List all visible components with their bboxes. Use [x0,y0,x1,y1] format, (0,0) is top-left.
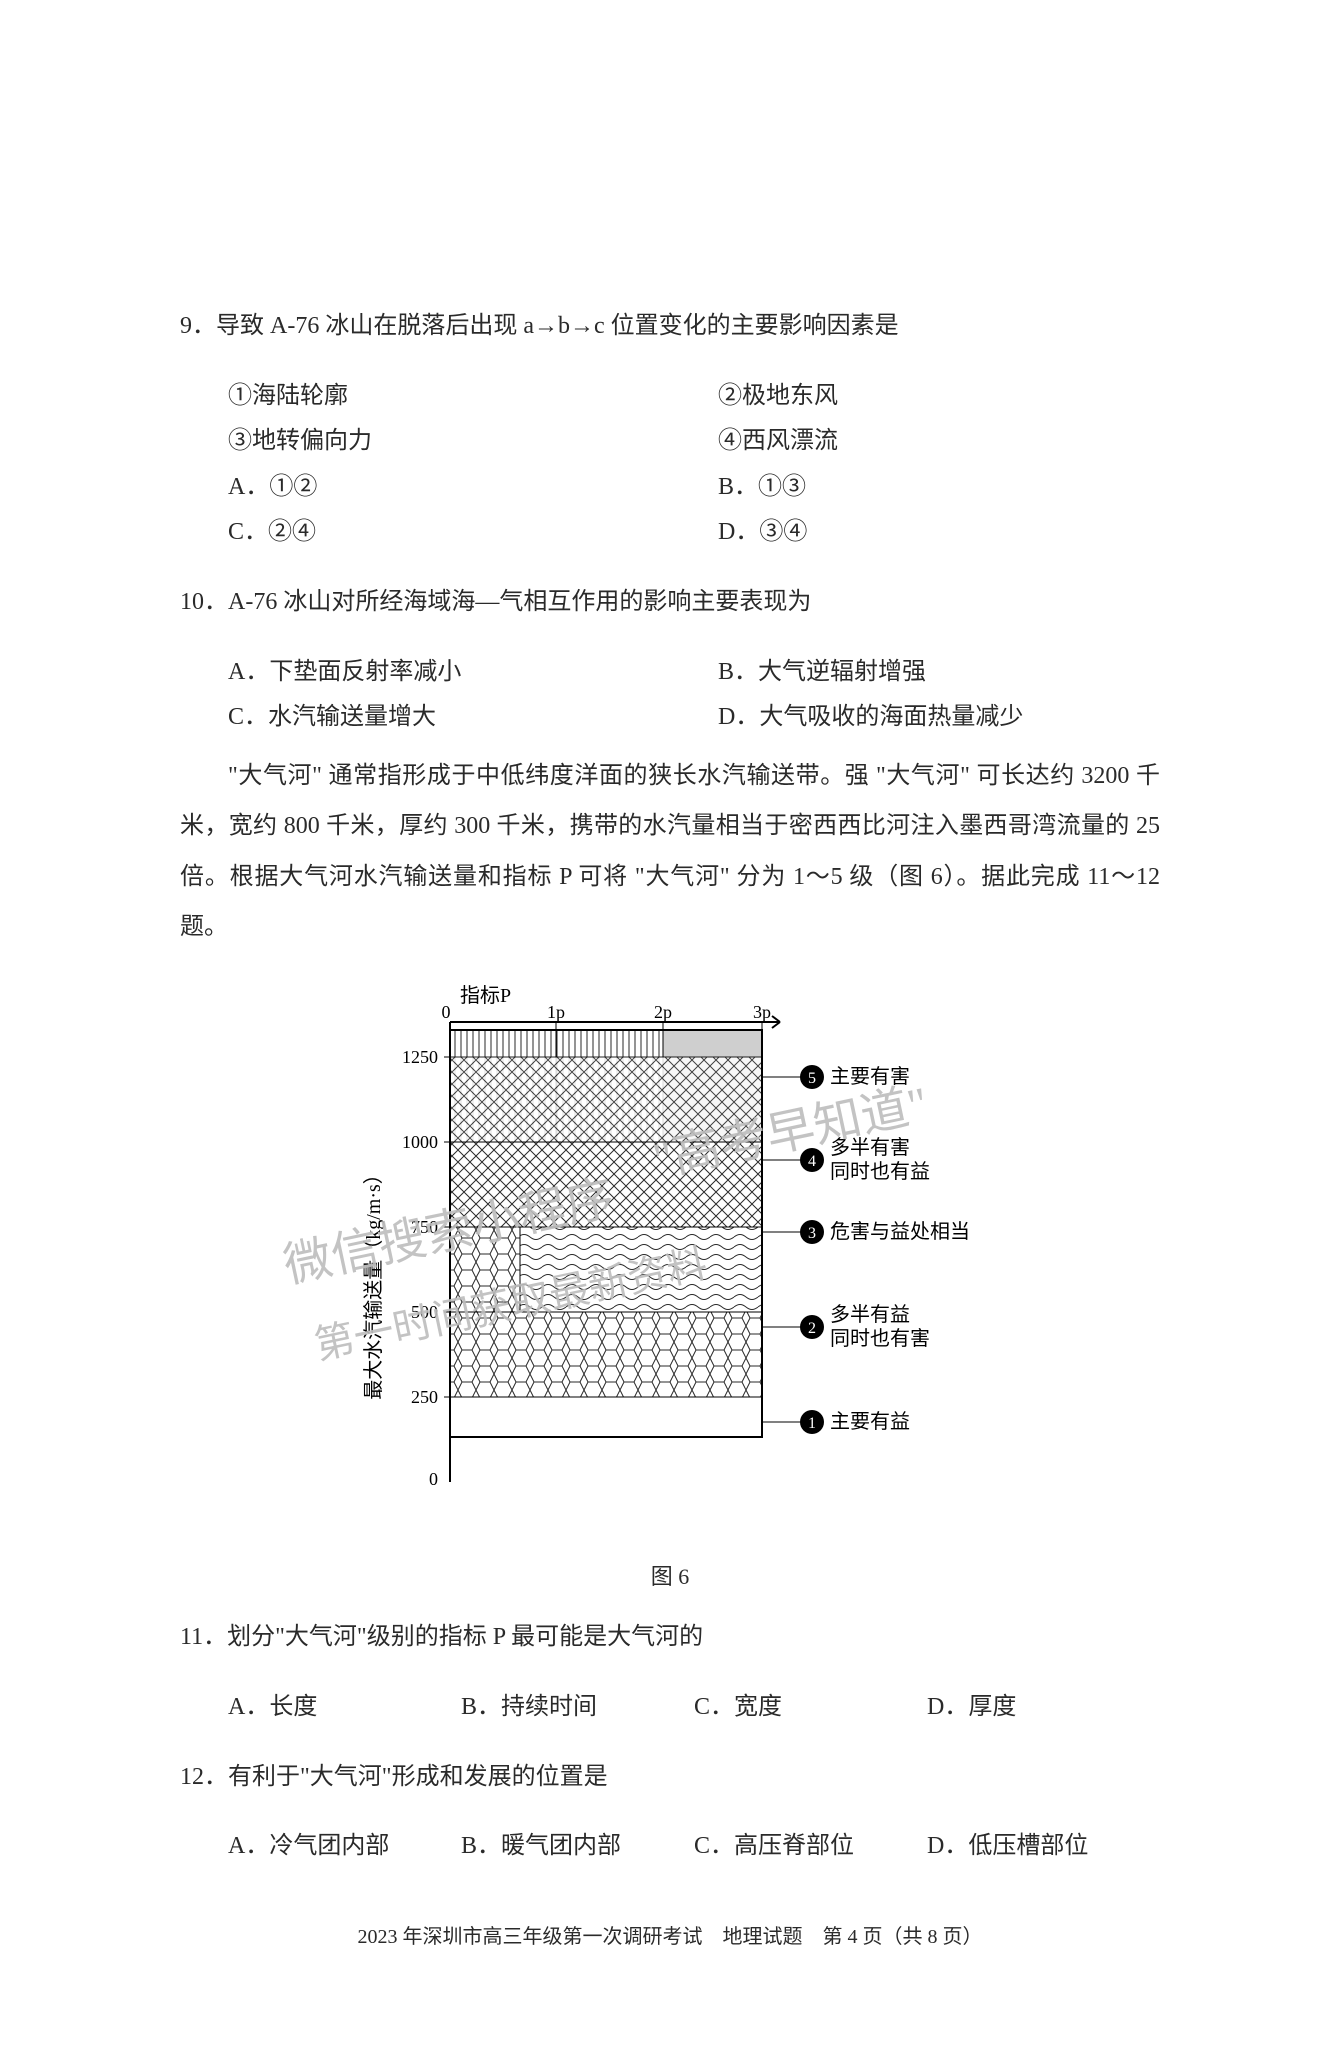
q12-opt-C: C．高压脊部位 [694,1824,927,1870]
ytick-1250: 1250 [402,1047,438,1067]
passage-text: "大气河" 通常指形成于中低纬度洋面的狭长水汽输送带。强 "大气河" 可长达约 … [180,751,1160,953]
q9-opt-D: D．③④ [718,510,1208,556]
legend-5: 主要有害 [830,1065,910,1088]
ytick-0: 0 [429,1469,438,1489]
q10-opt-D: D．大气吸收的海面热量减少 [718,695,1208,741]
q9-item-1: ①海陆轮廓 [180,374,718,420]
q9-opt-C: C．②④ [180,510,718,556]
svg-text:3: 3 [808,1225,816,1242]
q12-stem: 12．有利于"大气河"形成和发展的位置是 [180,1755,1160,1801]
q9-item-4: ④西风漂流 [718,419,1208,465]
q12-opt-A: A．冷气团内部 [228,1824,461,1870]
q11-opt-D: D．厚度 [927,1685,1160,1731]
q12-opt-D: D．低压槽部位 [927,1824,1160,1870]
legend-2b: 同时也有害 [830,1327,930,1350]
legend-4a: 多半有害 [830,1136,910,1159]
q11-stem: 11．划分"大气河"级别的指标 P 最可能是大气河的 [180,1615,1160,1661]
x-axis-label: 指标P [460,984,511,1007]
q10-opt-B: B．大气逆辐射增强 [718,650,1208,696]
ytick-750: 750 [411,1217,438,1237]
xtick-1p: 1p [547,1002,565,1022]
svg-text:5: 5 [808,1070,816,1087]
q11-opt-A: A．长度 [228,1685,461,1731]
legend-4b: 同时也有益 [830,1160,930,1183]
ytick-500: 500 [411,1302,438,1322]
q11-opt-C: C．宽度 [694,1685,927,1731]
q9-item-2: ②极地东风 [718,374,1208,420]
legend-1: 主要有益 [830,1410,910,1433]
legend-2a: 多半有益 [830,1303,910,1326]
figure-6: 指标P 0 1p 2p 3p 250 500 750 1000 1 [350,982,990,1591]
q9-opt-A: A．①② [180,465,718,511]
xtick-3p: 3p [753,1002,771,1022]
svg-text:1: 1 [808,1415,816,1432]
q11-opt-B: B．持续时间 [461,1685,694,1731]
figure-caption: 图 6 [350,1559,990,1591]
q10-opt-C: C．水汽输送量增大 [180,695,718,741]
svg-text:4: 4 [808,1153,816,1170]
legend-3: 危害与益处相当 [830,1220,970,1243]
y-axis-label: 最大水汽输送量（kg/m·s） [362,1165,385,1401]
q12-opt-B: B．暖气团内部 [461,1824,694,1870]
q9-opt-B: B．①③ [718,465,1208,511]
q10-opt-A: A．下垫面反射率减小 [180,650,718,696]
q9-item-3: ③地转偏向力 [180,419,718,465]
q10-stem: 10．A-76 冰山对所经海域海—气相互作用的影响主要表现为 [180,580,1160,626]
ytick-250: 250 [411,1387,438,1407]
ytick-1000: 1000 [402,1132,438,1152]
q9-stem: 9．导致 A-76 冰山在脱落后出现 a→b→c 位置变化的主要影响因素是 [180,304,1160,350]
svg-text:2: 2 [808,1320,816,1337]
xtick-2p: 2p [654,1002,672,1022]
xtick-0: 0 [442,1002,451,1022]
page-footer: 2023 年深圳市高三年级第一次调研考试 地理试题 第 4 页（共 8 页） [180,1920,1160,1949]
